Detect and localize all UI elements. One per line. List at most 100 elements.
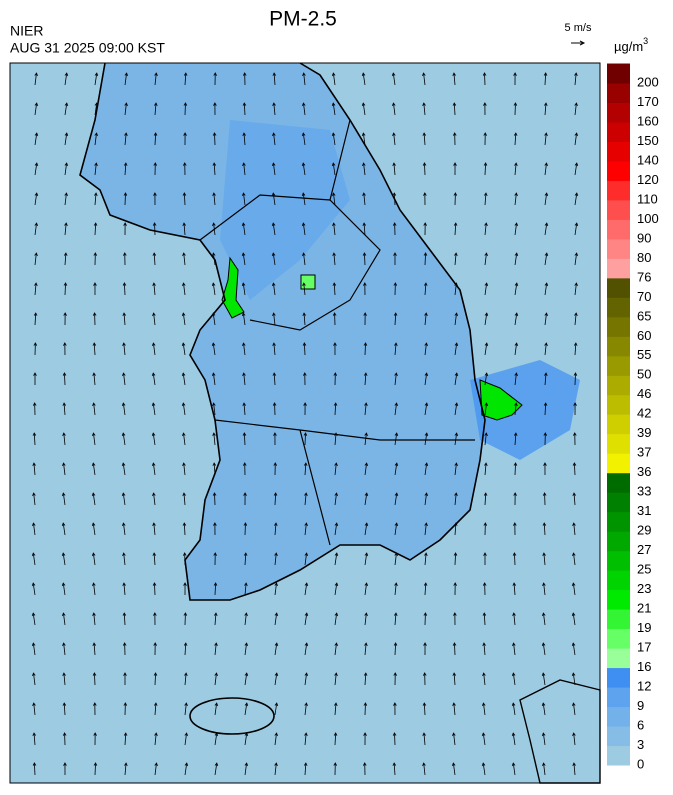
- wind-arrowhead: [363, 282, 367, 286]
- wind-arrowhead: [122, 612, 127, 616]
- title: PM-2.5: [269, 8, 337, 31]
- wind-arrowhead: [424, 402, 429, 407]
- wind-arrow: [514, 373, 517, 386]
- wind-arrowhead: [241, 222, 246, 227]
- wind-arrowhead: [63, 762, 67, 766]
- wind-arrow: [303, 73, 306, 86]
- wind-arrow: [454, 283, 457, 296]
- wind-arrowhead: [181, 342, 186, 347]
- wind-arrow: [244, 553, 247, 566]
- wind-arrowhead: [392, 732, 397, 736]
- wind-arrowhead: [181, 372, 186, 377]
- wind-arrow: [393, 763, 396, 776]
- wind-arrowhead: [484, 432, 488, 437]
- wind-arrow: [454, 373, 458, 386]
- wind-arrow: [153, 253, 156, 266]
- wind-arrowhead: [242, 102, 247, 106]
- wind-arrowhead: [32, 762, 37, 766]
- wind-arrowhead: [34, 282, 38, 286]
- wind-arrow: [362, 103, 366, 116]
- wind-arrowhead: [212, 492, 217, 496]
- wind-arrowhead: [241, 252, 246, 257]
- wind-arrowhead: [571, 672, 576, 677]
- wind-arrowhead: [574, 132, 579, 137]
- wind-arrow: [182, 313, 186, 326]
- wind-arrow: [273, 133, 276, 146]
- wind-arrowhead: [483, 102, 487, 106]
- wind-arrow: [124, 73, 128, 86]
- wind-arrow: [394, 493, 398, 506]
- wind-arrowhead: [274, 582, 278, 587]
- wind-arrowhead: [213, 552, 217, 556]
- wind-arrowhead: [214, 762, 219, 767]
- wind-arrow: [94, 222, 97, 236]
- wind-arrowhead: [572, 762, 576, 766]
- wind-arrowhead: [572, 492, 577, 496]
- wind-arrowhead: [483, 552, 487, 556]
- wind-arrow: [93, 583, 96, 596]
- wind-arrowhead: [153, 672, 158, 676]
- wind-arrow: [544, 72, 547, 86]
- colorbar-label: 6: [637, 717, 644, 732]
- wind-arrowhead: [212, 132, 217, 136]
- colorbar-box: [607, 316, 630, 337]
- wind-arrow: [63, 702, 66, 716]
- wind-arrowhead: [544, 162, 548, 167]
- wind-arrow: [122, 463, 126, 476]
- wind-arrow: [572, 613, 576, 626]
- wind-arrowhead: [544, 312, 549, 317]
- wind-arrowhead: [62, 402, 67, 406]
- wind-arrow: [334, 583, 338, 596]
- wind-arrow: [242, 313, 246, 326]
- wind-arrowhead: [92, 642, 97, 646]
- wind-arrowhead: [511, 672, 516, 677]
- wind-arrow: [513, 643, 516, 656]
- wind-arrowhead: [304, 642, 309, 647]
- wind-arrowhead: [514, 312, 519, 317]
- wind-arrowhead: [61, 552, 66, 557]
- wind-arrowhead: [92, 372, 96, 376]
- wind-arrowhead: [182, 222, 186, 226]
- wind-arrowhead: [93, 282, 97, 286]
- wind-arrowhead: [334, 552, 339, 557]
- wind-arrow: [424, 493, 427, 506]
- colorbar-label: 65: [637, 308, 651, 323]
- wind-arrowhead: [212, 432, 216, 436]
- wind-arrowhead: [481, 702, 486, 707]
- wind-arrow: [93, 373, 96, 386]
- wind-arrowhead: [153, 192, 157, 196]
- colorbar-box: [607, 394, 630, 415]
- wind-arrowhead: [332, 222, 336, 227]
- colorbar-box: [607, 297, 630, 318]
- wind-arrowhead: [514, 162, 518, 166]
- wind-arrow: [454, 343, 458, 356]
- wind-arrow: [304, 583, 308, 596]
- wind-arrow: [273, 343, 276, 356]
- wind-arrowhead: [34, 252, 38, 257]
- wind-arrow: [334, 673, 337, 686]
- wind-arrow: [572, 583, 576, 596]
- wind-arrowhead: [544, 102, 548, 106]
- wind-arrow: [574, 372, 576, 386]
- wind-arrowhead: [422, 672, 427, 676]
- wind-arrowhead: [574, 252, 579, 257]
- wind-arrowhead: [364, 402, 368, 406]
- wind-arrowhead: [124, 132, 128, 136]
- wind-arrow: [542, 703, 546, 716]
- colorbar-label: 33: [637, 484, 651, 499]
- colorbar-box: [607, 628, 630, 649]
- wind-arrow: [93, 342, 96, 356]
- colorbar-label: 200: [637, 74, 659, 89]
- wind-arrow: [244, 583, 247, 596]
- wind-arrow: [124, 192, 126, 206]
- wind-arrowhead: [303, 372, 307, 376]
- wind-arrow: [453, 733, 456, 746]
- wind-arrowhead: [542, 552, 546, 556]
- wind-arrowhead: [364, 462, 369, 467]
- wind-arrow: [514, 462, 516, 476]
- wind-arrow: [304, 613, 308, 626]
- wind-arrowhead: [152, 492, 156, 497]
- wind-arrowhead: [364, 492, 369, 497]
